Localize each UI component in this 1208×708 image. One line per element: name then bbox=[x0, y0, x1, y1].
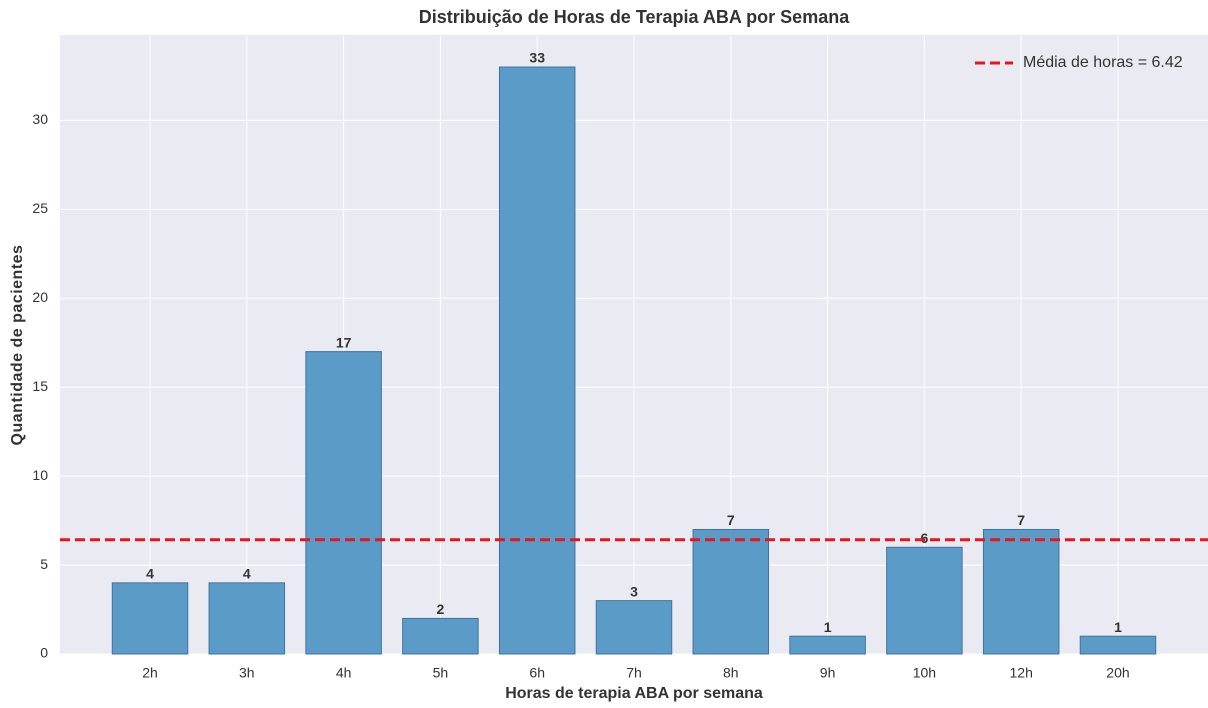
y-tick-label: 20 bbox=[32, 289, 48, 305]
bar bbox=[402, 617, 479, 655]
x-tick-label: 5h bbox=[433, 665, 449, 681]
bar bbox=[498, 66, 576, 655]
y-tick-label: 15 bbox=[32, 378, 48, 394]
value-label: 33 bbox=[529, 50, 545, 66]
x-tick-label: 2h bbox=[142, 665, 158, 681]
y-tick-label: 25 bbox=[32, 200, 48, 216]
x-tick-label: 9h bbox=[820, 665, 836, 681]
value-label: 4 bbox=[146, 566, 154, 582]
x-tick-label: 7h bbox=[626, 665, 642, 681]
value-label: 1 bbox=[824, 619, 832, 635]
y-tick-label: 5 bbox=[40, 556, 48, 572]
y-tick-label: 10 bbox=[32, 467, 48, 483]
y-tick-label: 30 bbox=[32, 111, 48, 127]
value-label: 1 bbox=[1114, 619, 1122, 635]
bar bbox=[789, 635, 866, 655]
x-tick-label: 3h bbox=[239, 665, 255, 681]
x-tick-label: 8h bbox=[723, 665, 739, 681]
bar bbox=[595, 600, 673, 655]
value-label: 2 bbox=[437, 601, 445, 617]
bar bbox=[886, 546, 963, 655]
bar bbox=[111, 582, 189, 655]
x-axis-label: Horas de terapia ABA por semana bbox=[505, 685, 763, 702]
x-tick-label: 4h bbox=[336, 665, 352, 681]
bar bbox=[982, 528, 1060, 655]
bar bbox=[1079, 635, 1157, 655]
value-label: 7 bbox=[1017, 512, 1025, 528]
chart-title: Distribuição de Horas de Terapia ABA por… bbox=[419, 7, 850, 27]
value-label: 4 bbox=[243, 566, 251, 582]
bar bbox=[305, 351, 382, 655]
bar bbox=[692, 528, 770, 655]
value-label: 17 bbox=[336, 334, 352, 350]
bar bbox=[208, 582, 286, 655]
x-tick-label: 12h bbox=[1010, 665, 1033, 681]
y-tick-label: 0 bbox=[40, 645, 48, 661]
x-tick-label: 10h bbox=[913, 665, 936, 681]
x-tick-label: 20h bbox=[1106, 665, 1129, 681]
value-label: 6 bbox=[920, 530, 928, 546]
x-tick-label: 6h bbox=[529, 665, 545, 681]
y-axis-label: Quantidade de pacientes bbox=[9, 245, 26, 446]
value-label: 7 bbox=[727, 512, 735, 528]
legend-label: Média de horas = 6.42 bbox=[1023, 54, 1183, 71]
value-label: 3 bbox=[630, 583, 638, 599]
